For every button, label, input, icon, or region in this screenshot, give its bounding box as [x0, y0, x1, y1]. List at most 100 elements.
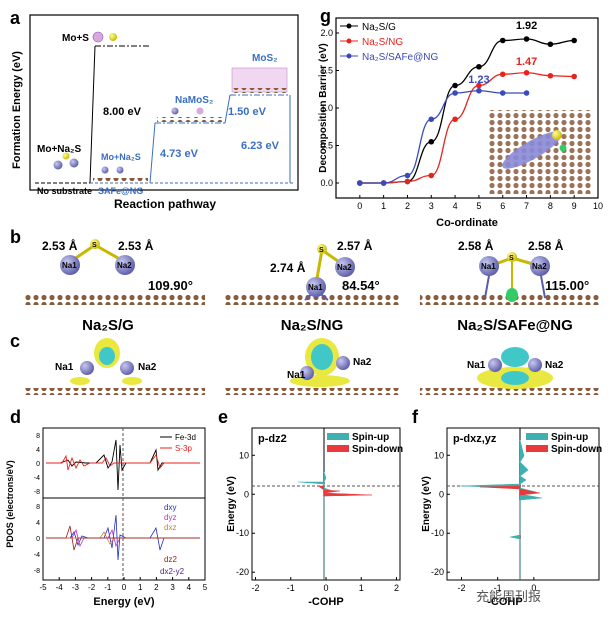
panel-label-b: b [10, 227, 21, 247]
panel-label-e: e [218, 407, 228, 427]
charge-g-yellow [70, 377, 90, 385]
bond-length-fe-2: 2.58 Å [528, 238, 564, 253]
slab-c-fe [420, 388, 600, 395]
series-point-1 [452, 116, 458, 123]
label-c-na1-g: Na1 [55, 362, 74, 373]
legend-label-fe: Na₂S/SAFe@NG [362, 52, 438, 63]
atom-c-na2-fe [528, 358, 542, 372]
slab-safe-1 [93, 178, 148, 183]
atom-na1-fe [479, 256, 499, 276]
mo-atom [92, 31, 104, 43]
x-tick-label: 4 [187, 583, 192, 592]
series-point-2 [476, 87, 482, 94]
na-atom [53, 160, 63, 170]
inset-s-atom [552, 130, 562, 140]
x-tick-label: 6 [500, 201, 505, 211]
series-point-1 [571, 73, 577, 80]
series-point-2 [499, 90, 506, 96]
label-na1-fe: Na1 [481, 262, 496, 271]
atom-s-g [90, 239, 100, 249]
y-tick-label: 0.5 [320, 141, 333, 151]
panel-e: Energy (eV) -COHP p-dz2 Spin-up Spin-dow… [226, 427, 403, 608]
x-tick-label: -2 [252, 583, 260, 593]
series-point-0 [499, 37, 506, 44]
series-point-1 [404, 178, 411, 185]
slab-c-ng [225, 388, 400, 395]
state-mos2: MoS₂ [252, 53, 278, 64]
chart-g-ylabel: Decomposition Barrier (eV) [318, 43, 329, 172]
slab-b-ng [225, 295, 400, 305]
atom-s-ng [317, 244, 327, 254]
panel-label-a: a [10, 8, 21, 28]
path-up-mos2 [224, 94, 231, 124]
legend-swatch-spindown-e [327, 445, 349, 452]
x-tick-label: -1 [104, 583, 112, 592]
panel-e-xlabel: -COHP [308, 596, 343, 608]
x-tick-label: 0 [357, 201, 362, 211]
y-tick-label-top: 4 [36, 447, 40, 454]
chart-g-legend: Na₂S/G Na₂S/NG Na₂S/SAFe@NG [340, 22, 438, 63]
panel-e-ylabel: Energy (eV) [226, 476, 237, 532]
x-tick-label: 9 [572, 201, 577, 211]
panel-a-ylabel: Formation Energy (eV) [11, 51, 23, 169]
bond-length-g-2: 2.53 Å [118, 238, 154, 253]
legend-dxz: dxz [164, 523, 176, 532]
atom-c-na2-g [120, 361, 134, 375]
series-line-1 [359, 72, 575, 184]
bond-length-ng-2: 2.57 Å [337, 238, 373, 253]
watermark: 充能周刊报 [476, 590, 542, 605]
na-atom [69, 158, 79, 168]
y-tick-label-bot: 4 [36, 520, 40, 527]
x-tick-label: 8 [548, 201, 553, 211]
x-tick-label: 1 [381, 201, 386, 211]
x-tick-label: 0 [323, 583, 328, 593]
inset-fe-atom [559, 144, 567, 152]
path-up-mo-s [89, 45, 96, 184]
legend-spindown-f: Spin-down [551, 444, 602, 455]
state-mo-na2s-safe: Mo+Na₂S [101, 152, 141, 162]
legend-dz2: dz2 [164, 555, 177, 564]
energy-6-23: 6.23 eV [241, 140, 280, 152]
y-tick-label: -10 [236, 528, 249, 538]
panel-a: Formation Energy (eV) Reaction pathway M… [11, 14, 299, 211]
legend-marker-fe [346, 53, 352, 59]
cohp-spinup-e [297, 471, 361, 580]
series-point-0 [523, 36, 530, 42]
panel-a-frame [29, 14, 299, 191]
slab-mos2 [232, 88, 287, 93]
y-tick-label: -20 [431, 567, 444, 577]
y-tick-label: 0 [244, 489, 249, 499]
label-na1-ng: Na1 [308, 283, 323, 292]
na-atom [116, 166, 124, 174]
slab-b-g [25, 295, 205, 305]
y-tick-label-bot: 8 [36, 504, 40, 511]
atom-c-na1-fe [488, 358, 502, 372]
series-point-2 [380, 180, 387, 186]
x-tick-label: -2 [457, 583, 465, 593]
y-tick-label-top: 0 [36, 461, 40, 468]
panel-f-title: p-dxz,yz [453, 433, 497, 445]
x-tick-label: 5 [203, 583, 208, 592]
legend-swatch-spindown-f [526, 445, 548, 452]
cohp-spindown-f [479, 485, 541, 496]
panel-f: Energy (eV) -COHP p-dxz,yz Spin-up Spin-… [421, 427, 602, 608]
series-point-0 [547, 41, 554, 48]
legend-marker-g [346, 23, 352, 29]
panel-f-frame [446, 427, 600, 581]
state-mo-na2s-left: Mo+Na₂S [37, 144, 82, 155]
legend-dyz: dyz [164, 513, 176, 522]
panel-d-xticks: -5 -4 -3 -2 -1 0 1 2 3 4 5 [39, 577, 208, 592]
y-tick-label: 1.0 [320, 103, 333, 113]
label-c-na1-ng: Na1 [287, 370, 306, 381]
state-safe-ng: SAFe@NG [98, 186, 143, 196]
na-atom [101, 166, 109, 174]
y-tick-label: 2.0 [320, 28, 333, 38]
panel-d-ylabel: PDOS (electrons/eV) [5, 460, 15, 548]
panel-g-chart: Decomposition Barrier (eV) Co-ordinate N… [318, 17, 603, 229]
curve-s-3p [46, 454, 200, 471]
atom-fe [506, 288, 518, 302]
legend-dxy: dxy [164, 503, 176, 512]
series-point-1 [428, 172, 435, 179]
label-c-na2-ng: Na2 [353, 357, 372, 368]
y-tick-label: 0.0 [320, 178, 333, 188]
